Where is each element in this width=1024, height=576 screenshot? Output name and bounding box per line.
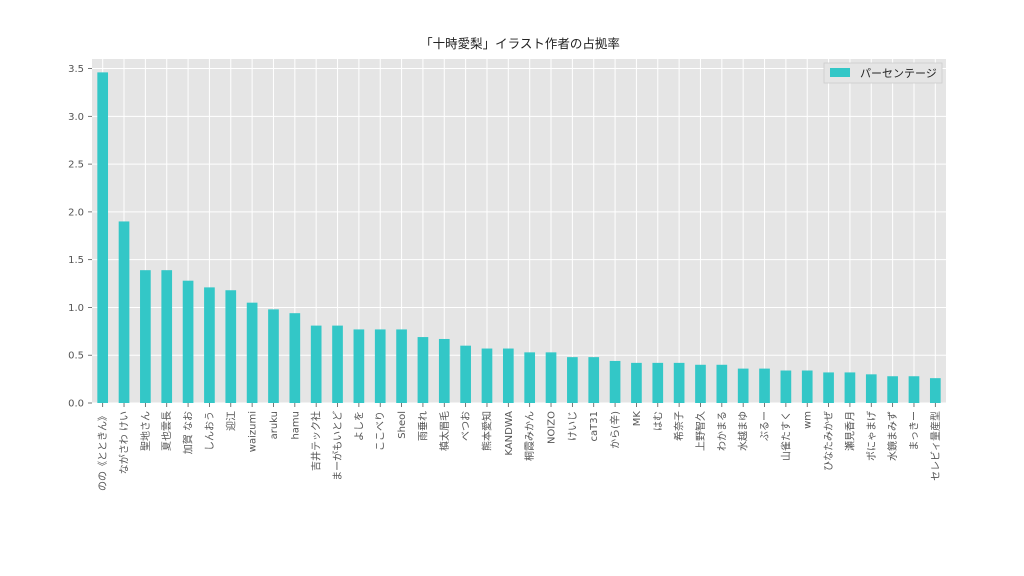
- bar: [332, 325, 343, 403]
- bar: [289, 313, 301, 403]
- bar: [161, 270, 173, 403]
- x-tick-label: セレビィ量産型: [929, 411, 942, 481]
- x-tick-label: 雨垂れ: [417, 411, 429, 441]
- y-tick-label: 0.0: [68, 399, 84, 410]
- bar: [929, 378, 941, 403]
- y-tick-label: 2.5: [68, 160, 84, 171]
- x-tick-label: のの《とときん》: [97, 411, 109, 491]
- bar: [524, 352, 536, 403]
- bar: [567, 357, 578, 403]
- bar: [268, 309, 279, 403]
- bar: [438, 338, 450, 403]
- bar: [609, 360, 621, 403]
- x-tick-label: よしを: [353, 411, 365, 441]
- bar: [823, 372, 834, 403]
- bar: [588, 357, 600, 403]
- bar: [417, 337, 429, 403]
- x-tick-label: 槙太眉毛: [438, 411, 451, 451]
- bar: [631, 362, 642, 403]
- x-tick-label: aruku: [269, 411, 280, 439]
- x-tick-label: 希奈子: [673, 411, 686, 441]
- x-tick-label: KANDWA: [504, 411, 515, 456]
- x-tick-label: まーがもいとど: [331, 411, 344, 481]
- bar: [204, 287, 215, 403]
- x-tick-label: 迎江: [225, 411, 237, 431]
- bar: [97, 72, 109, 403]
- bar: [545, 352, 557, 403]
- bar: [118, 221, 130, 403]
- x-tick-label: ここべり: [375, 411, 387, 451]
- x-tick-label: 水鏡まみず: [886, 411, 899, 461]
- y-tick-label: 1.0: [68, 303, 84, 314]
- x-tick-label: ながさわ けい: [118, 411, 131, 474]
- bar: [737, 368, 749, 403]
- bar: [140, 270, 151, 403]
- plot-area: [92, 59, 946, 403]
- bar: [481, 348, 493, 403]
- legend-swatch: [830, 68, 850, 77]
- bar: [374, 329, 386, 403]
- y-tick-label: 2.0: [68, 207, 84, 218]
- bar: [801, 370, 813, 403]
- y-tick-label: 3.5: [68, 64, 84, 75]
- x-tick-label: 水越まゆ: [737, 411, 750, 451]
- x-tick-label: NOIZO: [547, 411, 558, 444]
- x-tick-label: 桐霞みかん: [523, 411, 536, 461]
- legend-box: [823, 62, 943, 84]
- x-tick-label: 聖地さん: [139, 411, 152, 451]
- bar: [502, 348, 514, 403]
- x-tick-label: Sheol: [397, 411, 408, 439]
- legend-label: パーセンテージ: [860, 67, 937, 80]
- bar: [780, 370, 792, 403]
- x-tick-label: 吉井テック社: [310, 411, 323, 471]
- bar: [246, 302, 258, 403]
- bar: [844, 372, 856, 403]
- bar: [225, 290, 237, 403]
- x-tick-label: けいじ: [567, 411, 579, 441]
- bar: [396, 329, 407, 403]
- bar: [182, 280, 194, 403]
- y-tick-label: 3.0: [68, 112, 84, 123]
- x-tick-label: hamu: [290, 411, 301, 440]
- bar: [865, 374, 877, 403]
- y-tick-label: 0.5: [68, 351, 84, 362]
- x-tick-label: 上野智久: [694, 411, 707, 451]
- bar: [716, 364, 728, 403]
- bar: [673, 362, 685, 403]
- x-tick-label: wm: [803, 411, 814, 429]
- bar: [908, 376, 920, 403]
- legend: パーセンテージ: [823, 62, 943, 84]
- y-axis: 0.0 0.5 1.0 1.5 2.0 2.5 3.0 3.5: [68, 64, 92, 410]
- x-tick-label: まっきー: [908, 411, 920, 451]
- bar: [887, 376, 898, 403]
- bar: [652, 362, 664, 403]
- x-tick-label: ぶるー: [759, 411, 771, 441]
- y-tick-label: 1.5: [68, 255, 84, 266]
- x-tick-label: べつお: [460, 411, 472, 441]
- bar: [460, 345, 471, 403]
- bar: [353, 329, 365, 403]
- x-tick-label: わかまる: [716, 411, 728, 451]
- x-tick-label: 熊本愛知: [480, 411, 493, 451]
- x-tick-label: MK: [632, 411, 643, 427]
- x-tick-label: はむ: [652, 411, 664, 431]
- bar: [310, 325, 322, 403]
- x-axis: のの《とときん》 ながさわ けい 聖地さん 夏也雲長 加賀 なお しんおう 迎江 waizum…: [97, 403, 942, 491]
- bar: [759, 368, 770, 403]
- chart-title: 「十時愛梨」イラスト作者の占拠率: [420, 36, 620, 51]
- x-tick-label: ひなたみかぜ: [823, 411, 835, 471]
- x-tick-label: caT31: [589, 411, 600, 441]
- x-tick-label: しんおう: [204, 411, 216, 451]
- x-tick-label: ポにゃまげ: [866, 411, 878, 461]
- bar: [695, 364, 706, 403]
- x-tick-label: 夏也雲長: [160, 411, 173, 451]
- bars: [97, 72, 941, 403]
- x-tick-label: 山雀たすく: [780, 411, 792, 461]
- x-tick-label: 加賀 なお: [183, 411, 195, 454]
- x-tick-label: waizumi: [248, 411, 259, 452]
- x-tick-label: から(辛): [609, 411, 622, 449]
- x-tick-label: 瀬見香月: [844, 411, 856, 451]
